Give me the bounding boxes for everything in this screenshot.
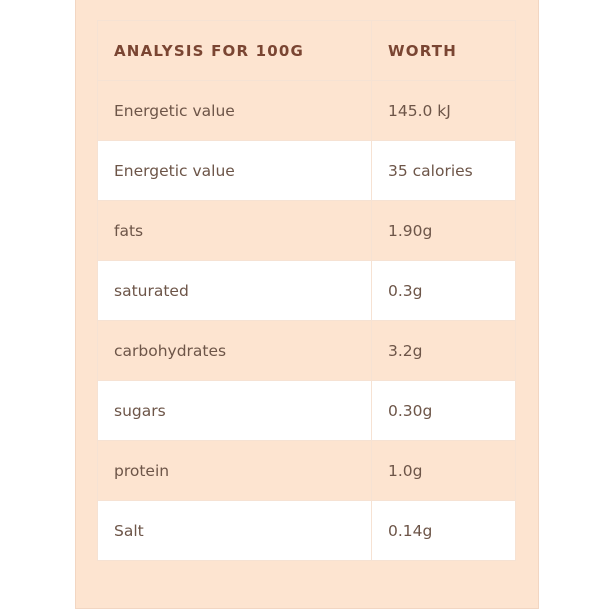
table-cell: sugars xyxy=(97,380,372,441)
table-cell: 145.0 kJ xyxy=(371,80,516,141)
table-cell: carbohydrates xyxy=(97,320,372,381)
table-cell: Energetic value xyxy=(97,140,372,201)
table-row: carbohydrates 3.2g xyxy=(97,320,516,381)
table-row: sugars 0.30g xyxy=(97,380,516,441)
table-row: saturated 0.3g xyxy=(97,260,516,321)
table-cell: 0.30g xyxy=(371,380,516,441)
table-row: Energetic value 145.0 kJ xyxy=(97,80,516,141)
nutrition-table: ANALYSIS FOR 100G WORTH Energetic value 1… xyxy=(97,20,516,561)
table-cell: 1.90g xyxy=(371,200,516,261)
header-cell: ANALYSIS FOR 100G xyxy=(97,20,372,81)
table-cell: Salt xyxy=(97,500,372,561)
table-cell: Energetic value xyxy=(97,80,372,141)
table-row: Energetic value 35 calories xyxy=(97,140,516,201)
table-row: Salt 0.14g xyxy=(97,500,516,561)
table-cell: fats xyxy=(97,200,372,261)
header-cell: WORTH xyxy=(371,20,516,81)
table-cell: saturated xyxy=(97,260,372,321)
table-row: fats 1.90g xyxy=(97,200,516,261)
table-cell: 35 calories xyxy=(371,140,516,201)
table-cell: 1.0g xyxy=(371,440,516,501)
panel: ANALYSIS FOR 100G WORTH Energetic value 1… xyxy=(75,0,539,609)
table-cell: 3.2g xyxy=(371,320,516,381)
table-cell: protein xyxy=(97,440,372,501)
table-cell: 0.3g xyxy=(371,260,516,321)
table-cell: 0.14g xyxy=(371,500,516,561)
header-row: ANALYSIS FOR 100G WORTH xyxy=(97,20,516,81)
table-row: protein 1.0g xyxy=(97,440,516,501)
